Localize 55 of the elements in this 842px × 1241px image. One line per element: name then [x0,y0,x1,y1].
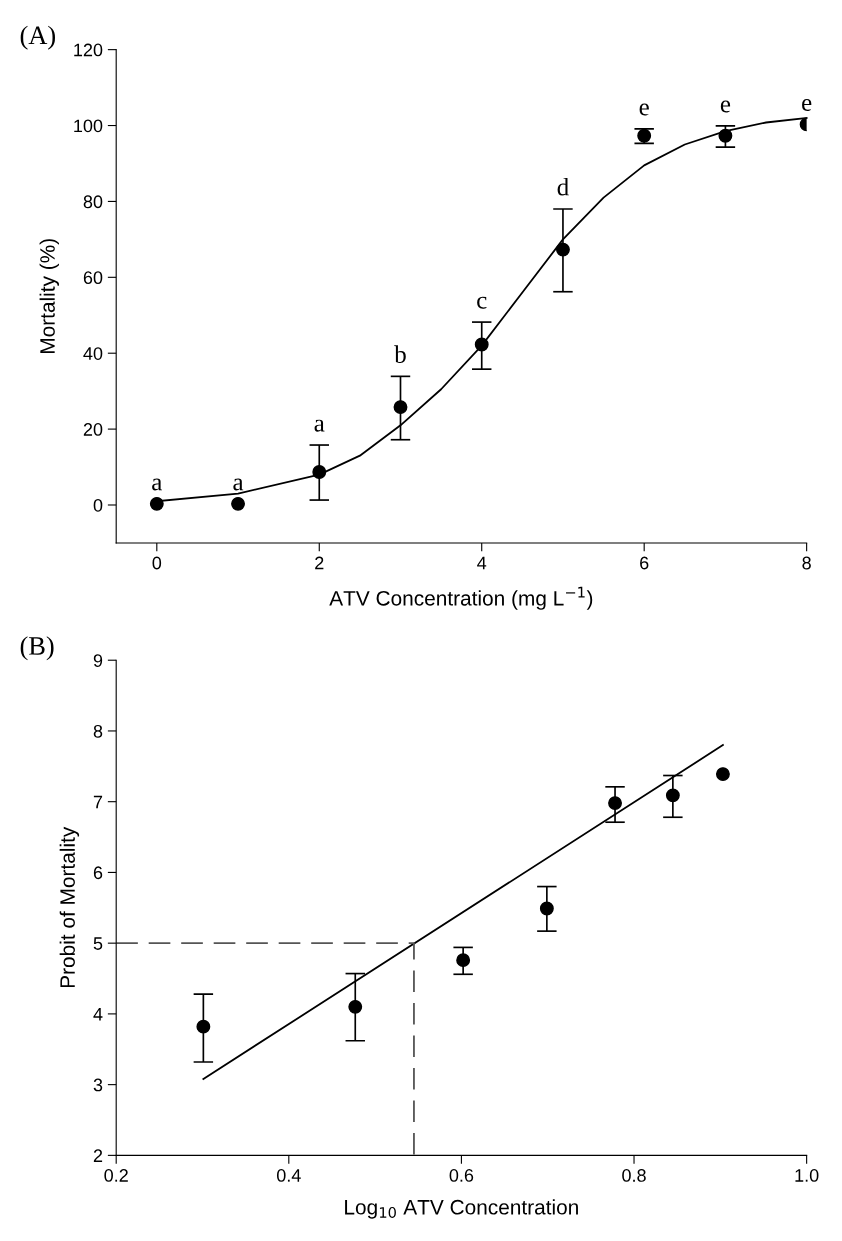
x-tick-label: 6 [640,556,649,570]
point [196,1019,211,1034]
point [715,767,730,782]
x-tick-label: 0 [152,556,162,570]
y-tick-label: 60 [83,271,103,285]
annotation: e [639,103,649,116]
x-tick-label: 0.4 [276,1169,301,1182]
y-tick-label: 4 [93,1008,103,1021]
point [556,242,570,257]
point [348,999,363,1014]
y-tick-label: 80 [83,195,103,209]
y-axis-title: Mortality (%) [39,239,59,354]
annotation: e [802,98,812,111]
y-axis-title: Probit of Mortality [59,826,80,988]
point [393,400,408,415]
y-tick-label: 120 [74,43,103,57]
point [474,337,489,352]
annotation: e [720,100,731,113]
x-tick-label: 1.0 [795,1169,819,1182]
annotation: c [477,296,487,309]
point [539,901,554,916]
point [149,496,164,511]
x-tick-label: 0.6 [449,1169,474,1182]
annotation: a [233,478,244,491]
x-axis-title: Log$_{10}$ ATV Concentration [345,1199,578,1219]
annotation: a [314,419,325,432]
annotation: d [557,178,569,196]
chart-title: (A) [20,25,56,50]
x-tick-label: 2 [315,556,324,570]
point [231,496,245,511]
annotation: a [152,478,163,491]
y-tick-label: 8 [93,724,103,738]
y-tick-label: 20 [83,423,103,436]
chart-title: (B) [20,636,54,661]
y-tick-label: 40 [83,347,103,360]
point [608,796,622,811]
point [312,465,327,479]
y-tick-label: 7 [93,795,103,809]
point [456,953,471,968]
x-tick-label: 4 [477,556,487,570]
point [637,128,652,143]
y-tick-label: 9 [93,654,103,667]
y-tick-label: 5 [93,937,103,950]
y-tick-label: 0 [93,498,103,512]
x-tick-label: 8 [802,556,811,570]
y-tick-label: 6 [93,866,103,880]
y-tick-label: 100 [74,119,103,133]
point [718,128,733,143]
x-axis-title: ATV Concentration (mg L$^{−1}$) [329,586,593,610]
x-tick-label: 0.2 [104,1169,128,1182]
y-tick-label: 2 [93,1149,103,1162]
point [665,788,680,803]
annotation: b [394,345,406,363]
y-tick-label: 3 [93,1078,103,1092]
x-tick-label: 0.8 [622,1169,646,1182]
